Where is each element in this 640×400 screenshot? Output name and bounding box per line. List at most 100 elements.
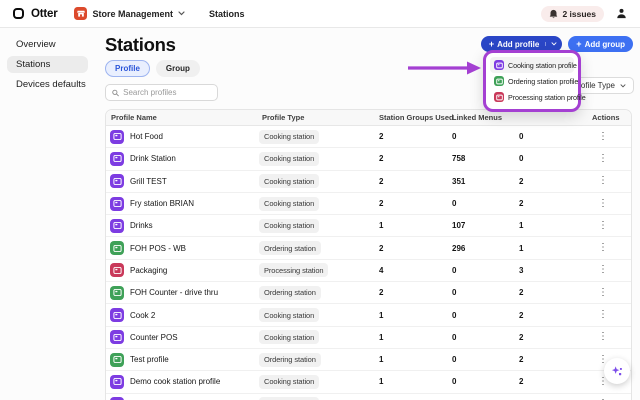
- chevron-down-icon: [178, 11, 185, 16]
- profile-type-badge: Ordering station: [259, 352, 321, 367]
- bell-icon: [550, 9, 558, 18]
- search-box: [105, 84, 218, 101]
- station-type-icon: [110, 241, 124, 256]
- add-profile-caret[interactable]: [545, 42, 557, 46]
- profile-type-filter-label: Profile Type: [572, 81, 615, 90]
- profile-name-cell: FOH POS - WB: [106, 241, 259, 256]
- hidden-column-value: 3: [519, 265, 524, 275]
- table-body: Hot Food Cooking station 2 0 0 ⋮: [106, 126, 631, 400]
- add-group-button[interactable]: + Add group: [568, 36, 633, 52]
- row-actions-menu-icon[interactable]: ⋮: [598, 152, 608, 164]
- view-tab[interactable]: Profile: [105, 60, 150, 77]
- row-actions-menu-icon[interactable]: ⋮: [598, 242, 608, 254]
- hidden-column-value: 0: [519, 154, 524, 164]
- annotation-arrow: [408, 61, 481, 75]
- row-actions-menu-icon[interactable]: ⋮: [598, 264, 608, 276]
- row-actions-menu-icon[interactable]: ⋮: [598, 219, 608, 231]
- breadcrumb-stations[interactable]: Stations: [209, 8, 245, 19]
- hidden-column-value: 2: [519, 377, 524, 387]
- dropdown-item-label: Processing station profile: [508, 92, 586, 102]
- profile-name-cell: Demo cook station profile: [106, 374, 259, 389]
- dropdown-item-label: Cooking station profile: [508, 60, 577, 70]
- row-actions-menu-icon[interactable]: ⋮: [598, 130, 608, 142]
- linked-menus-value: 296: [452, 243, 466, 253]
- issues-button[interactable]: 2 issues: [541, 5, 604, 22]
- dropdown-menu-item[interactable]: Processing station profile: [490, 89, 586, 105]
- view-tab[interactable]: Group: [155, 60, 200, 77]
- add-profile-label: Add profile: [497, 39, 540, 49]
- col-header-actions: Actions: [592, 113, 620, 122]
- sidebar: Overview Stations Devices defaults: [0, 28, 95, 400]
- row-actions-menu-icon[interactable]: ⋮: [589, 399, 631, 400]
- hidden-column-value: 2: [519, 332, 524, 342]
- ai-assistant-fab[interactable]: [604, 358, 630, 384]
- table-row[interactable]: Counter POS Cooking station 1 0 2 ⋮: [106, 326, 631, 349]
- station-type-icon: [494, 76, 504, 86]
- sidebar-item[interactable]: Stations: [7, 56, 88, 73]
- station-type-icon: [110, 397, 124, 400]
- profile-name-cell: Test profile: [106, 352, 259, 367]
- table-row[interactable]: FOH POS - WB Ordering station 2 296 1 ⋮: [106, 237, 631, 260]
- add-profile-dropdown-menu: Cooking station profile Ordering station…: [483, 50, 586, 112]
- station-type-icon: [110, 218, 124, 233]
- profile-name-cell: Counter POS: [106, 330, 259, 345]
- profile-name: FOH POS - WB: [130, 243, 186, 253]
- row-actions-menu-icon[interactable]: ⋮: [598, 353, 608, 365]
- add-profile-button[interactable]: + Add profile: [480, 36, 563, 52]
- row-actions-menu-icon[interactable]: ⋮: [598, 331, 608, 343]
- profile-name: Grill TEST: [130, 176, 167, 186]
- row-actions-menu-icon[interactable]: ⋮: [598, 197, 608, 209]
- profile-name: Test profile: [130, 355, 169, 365]
- station-groups-used-value: 2: [379, 132, 384, 142]
- table-row[interactable]: Drink Station Cooking station 2 758 0 ⋮: [106, 148, 631, 171]
- profile-type-cell: Cooking station: [259, 330, 376, 345]
- station-groups-used-value: 2: [379, 199, 384, 209]
- dropdown-menu-item[interactable]: Ordering station profile: [490, 73, 578, 89]
- search-input[interactable]: [123, 88, 211, 97]
- table-row[interactable]: Demo cook station profile Cooking statio…: [106, 371, 631, 394]
- table-row[interactable]: Drinks Cooking station 1 107 1 ⋮: [106, 215, 631, 238]
- account-button[interactable]: [616, 8, 627, 19]
- table-row[interactable]: Hot Food Cooking station 2 0 0 ⋮: [106, 126, 631, 149]
- table-row[interactable]: Cook 2 Cooking station 1 0 2 ⋮: [106, 304, 631, 327]
- linked-menus-value: 0: [452, 288, 457, 298]
- table-row[interactable]: Test cook station profile Cooking statio…: [106, 393, 631, 400]
- station-type-icon: [110, 285, 124, 300]
- hidden-column-value: 2: [519, 355, 524, 365]
- dropdown-item-label: Ordering station profile: [508, 76, 579, 86]
- main-panel: Stations Profile Group Profile Name Prof…: [95, 28, 640, 400]
- row-actions-menu-icon[interactable]: ⋮: [598, 286, 608, 298]
- add-group-label: Add group: [584, 39, 625, 49]
- row-actions-menu-icon[interactable]: ⋮: [598, 309, 608, 321]
- profile-type-badge: Cooking station: [259, 308, 320, 323]
- linked-menus-value: 0: [452, 355, 457, 365]
- station-groups-used-value: 1: [379, 221, 384, 231]
- sidebar-item-label: Devices defaults: [16, 79, 86, 90]
- table-row[interactable]: Fry station BRIAN Cooking station 2 0 2 …: [106, 192, 631, 216]
- profile-type-filter[interactable]: Profile Type: [564, 77, 634, 94]
- station-type-icon: [110, 352, 124, 367]
- profile-type-cell: Processing station: [259, 263, 376, 278]
- table-header-row: Profile Name Profile Type Station Groups…: [106, 110, 631, 126]
- profile-name: Packaging: [130, 265, 168, 275]
- station-type-icon: [110, 151, 124, 166]
- view-tabs: Profile Group: [105, 60, 632, 77]
- table-row[interactable]: Grill TEST Cooking station 2 351 2 ⋮: [106, 170, 631, 193]
- dropdown-menu-item[interactable]: Cooking station profile: [490, 57, 577, 73]
- col-header-profile-name: Profile Name: [111, 113, 157, 122]
- row-actions-menu-icon[interactable]: ⋮: [598, 175, 608, 187]
- station-type-icon: [494, 92, 504, 102]
- station-groups-used-value: 2: [379, 154, 384, 164]
- store-management-menu[interactable]: Store Management: [74, 7, 185, 20]
- linked-menus-value: 107: [452, 221, 466, 231]
- sidebar-item[interactable]: Devices defaults: [7, 76, 88, 93]
- profile-name-cell: Drink Station: [106, 151, 259, 166]
- table-row[interactable]: Test profile Ordering station 1 0 2 ⋮: [106, 348, 631, 372]
- sidebar-item[interactable]: Overview: [7, 36, 88, 53]
- row-actions-menu-icon[interactable]: ⋮: [598, 375, 608, 387]
- table-row[interactable]: FOH Counter - drive thru Ordering statio…: [106, 282, 631, 305]
- station-type-icon: [110, 174, 124, 189]
- table-row[interactable]: Packaging Processing station 4 0 3 ⋮: [106, 259, 631, 283]
- profile-name: Counter POS: [130, 332, 178, 342]
- profile-type-cell: Cooking station: [259, 196, 376, 211]
